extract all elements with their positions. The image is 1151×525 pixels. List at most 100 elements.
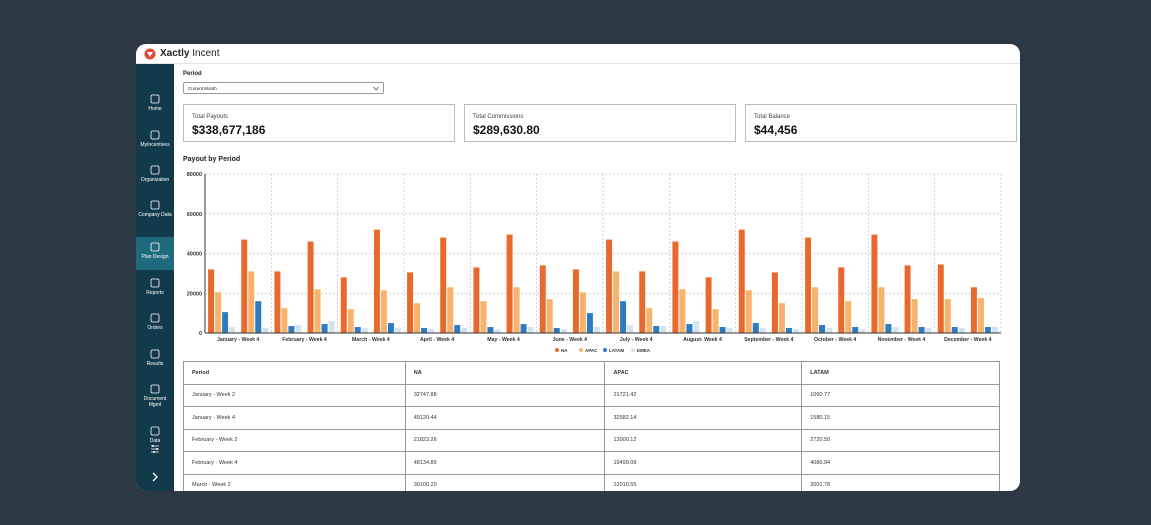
- bar: [248, 271, 255, 333]
- nav-item[interactable]: Document Mgmt: [136, 384, 174, 408]
- table-cell: 21721.42: [604, 383, 803, 407]
- select-value: Current Month: [188, 86, 217, 91]
- bar: [593, 327, 600, 333]
- legend-label: EMEA: [637, 348, 651, 353]
- x-tick-label: November - Week 4: [878, 337, 926, 343]
- nav-icon: [150, 200, 160, 210]
- bar: [215, 292, 222, 333]
- table-cell: 19499.09: [604, 451, 803, 475]
- table-cell: 4080.94: [801, 451, 1000, 475]
- kpi-label: Total Payouts: [192, 114, 229, 120]
- icon-shape: [150, 426, 160, 436]
- icon-shape: [150, 278, 160, 288]
- table-cell: February - Week 2: [183, 428, 406, 452]
- bar: [480, 301, 487, 333]
- bar: [321, 324, 328, 333]
- nav-icon: [150, 165, 160, 175]
- icon-shape: [150, 349, 160, 359]
- bar: [719, 327, 726, 333]
- nav-item[interactable]: Data: [136, 426, 174, 444]
- table-cell: 1060.77: [801, 383, 1000, 407]
- nav-item[interactable]: Home: [136, 94, 174, 112]
- bar: [461, 328, 468, 333]
- bar: [871, 234, 878, 333]
- table-cell: January - Week 4: [183, 406, 406, 430]
- bar: [506, 234, 513, 333]
- bar: [307, 241, 314, 333]
- nav-label: MyIncentives: [140, 142, 170, 148]
- kpi-card: Total Payouts $338,677,186: [183, 104, 455, 142]
- column-header: LATAM: [801, 361, 1000, 385]
- nav-item[interactable]: Plan Design: [136, 242, 174, 260]
- bar: [951, 327, 958, 333]
- bar: [288, 326, 295, 333]
- table-cell: January - Week 2: [183, 383, 406, 407]
- nav-item[interactable]: MyIncentives: [136, 130, 174, 148]
- bar: [970, 287, 977, 333]
- kpi-label: Total Commissions: [473, 114, 524, 120]
- bar: [812, 287, 819, 333]
- bar: [984, 327, 991, 333]
- y-tick-label: 60000: [187, 212, 202, 218]
- bar: [274, 271, 281, 333]
- nav-label: Home: [148, 106, 162, 112]
- bar: [693, 321, 700, 333]
- bar: [262, 328, 269, 333]
- bar: [771, 272, 778, 333]
- legend-swatch: [579, 348, 583, 352]
- bar: [387, 323, 394, 333]
- nav-item[interactable]: Results: [136, 349, 174, 367]
- bar: [241, 239, 248, 333]
- bar: [494, 329, 501, 333]
- legend-swatch: [555, 348, 559, 352]
- table-row: February - Week 2 21823.26 13000.12 2720.50: [183, 428, 1000, 452]
- bar: [745, 290, 752, 333]
- bar: [314, 289, 321, 333]
- bar: [428, 329, 435, 333]
- bar: [407, 272, 414, 333]
- table-header-row: Period NA APAC LATAM: [183, 361, 1000, 385]
- table-row: January - Week 4 49120.44 32582.14 1580.15: [183, 406, 1000, 430]
- bar: [686, 324, 693, 333]
- bar: [845, 301, 852, 333]
- kpi-label: Total Balance: [754, 114, 791, 120]
- bar: [487, 327, 494, 333]
- nav-icon: [150, 426, 160, 436]
- nav-icon: [150, 130, 160, 140]
- x-tick-label: September - Week 4: [744, 337, 793, 343]
- x-tick-label: June - Week 4: [553, 337, 588, 343]
- table-cell: 30100.20: [404, 473, 606, 491]
- data-table: Period NA APAC LATAM January - Week 2 32747.8…: [183, 361, 1000, 491]
- nav-label: Results: [146, 361, 164, 367]
- bar: [560, 329, 567, 333]
- bar: [925, 328, 932, 333]
- bar: [361, 328, 368, 333]
- nav-icon: [150, 94, 160, 104]
- bar: [819, 325, 826, 333]
- nav-item[interactable]: Organization: [136, 165, 174, 183]
- legend-label: NA: [561, 348, 568, 353]
- period-select[interactable]: Current Month: [183, 82, 384, 94]
- bar: [572, 269, 579, 333]
- bar: [340, 277, 347, 333]
- bar: [520, 324, 527, 333]
- kpi-value: $338,677,186: [192, 123, 266, 137]
- y-tick-label: 40000: [187, 252, 202, 258]
- nav-item[interactable]: Orders: [136, 313, 174, 331]
- bar: [295, 325, 302, 333]
- settings-icon[interactable]: [150, 444, 160, 454]
- bar: [627, 325, 634, 333]
- expand-chevron[interactable]: [150, 472, 160, 482]
- chart: 0 20000 40000 60000 80000 January - Week 4 Feb…: [187, 172, 1002, 353]
- kpi-value: $44,456: [754, 123, 798, 137]
- nav-item[interactable]: Reports: [136, 278, 174, 296]
- bar: [904, 265, 911, 333]
- legend-swatch: [631, 348, 635, 352]
- select-caret: [373, 86, 379, 91]
- nav-label: Plan Design: [141, 254, 169, 260]
- icon-shape: [150, 165, 160, 175]
- bar: [937, 264, 944, 333]
- bar: [738, 229, 745, 333]
- nav-item[interactable]: Company Data: [136, 200, 174, 218]
